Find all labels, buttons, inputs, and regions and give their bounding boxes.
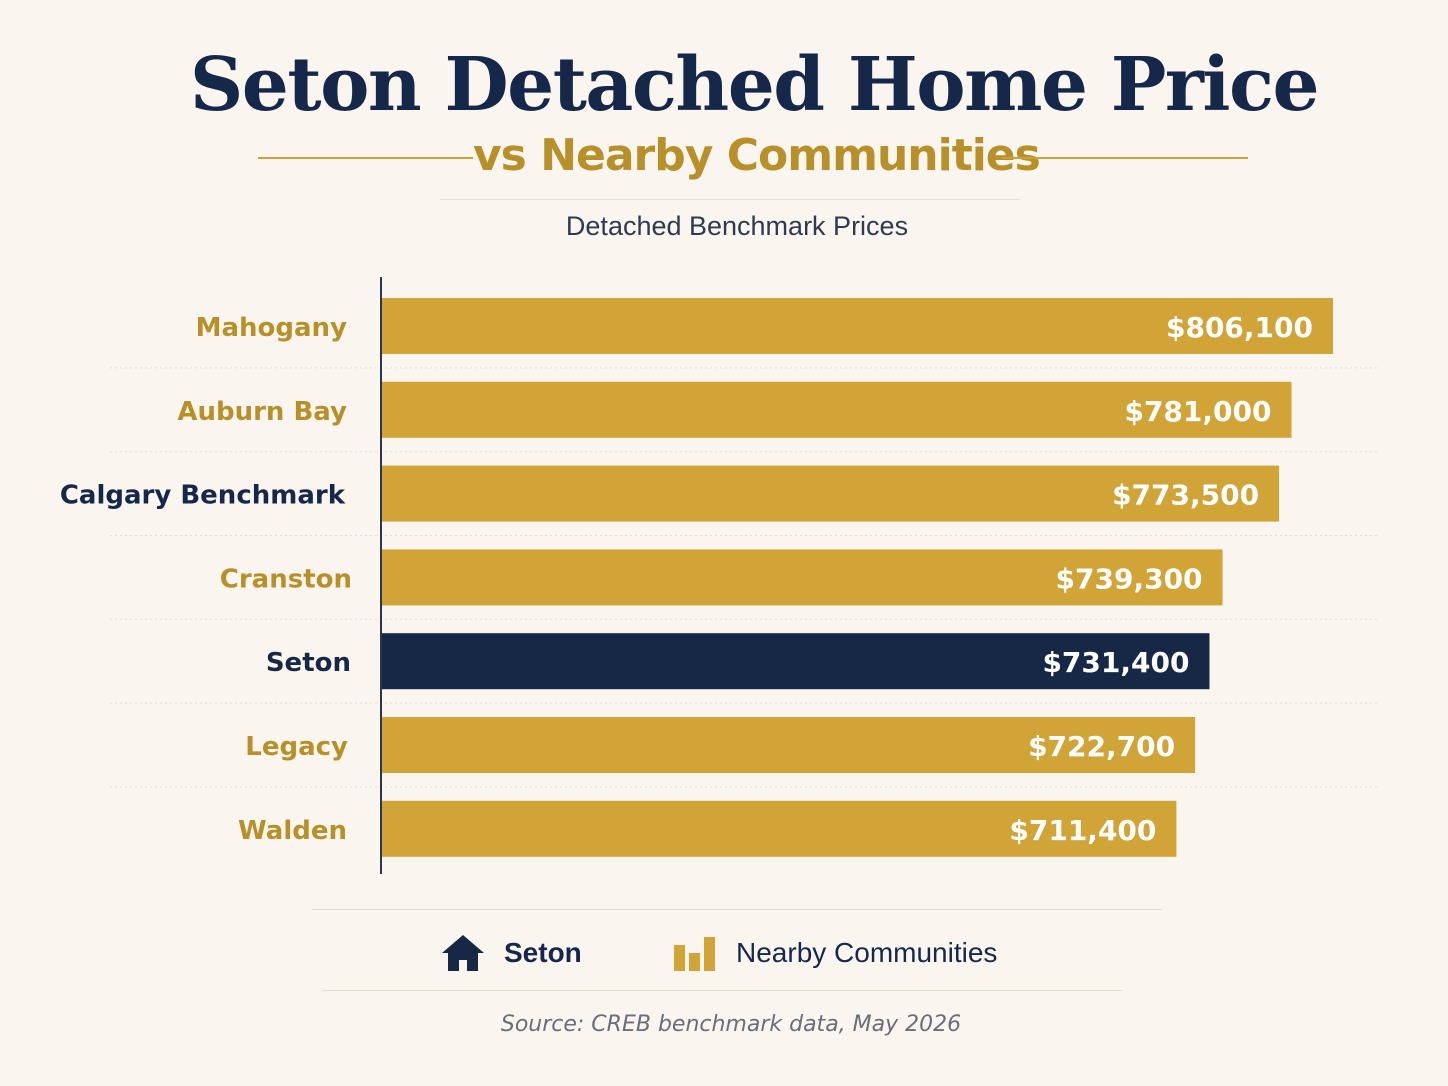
legend-label-nearby: Nearby Communities <box>736 937 998 968</box>
legend-divider-bottom <box>322 990 1122 991</box>
category-label-auburn-bay: Auburn Bay <box>177 397 347 427</box>
house-icon <box>442 935 484 971</box>
divider <box>440 199 1020 200</box>
category-label-walden: Walden <box>238 816 347 846</box>
category-label-cranston: Cranston <box>220 564 352 594</box>
legend-item-seton: Seton <box>440 925 582 981</box>
bar-chart-icon <box>674 937 715 971</box>
legend-label-seton: Seton <box>504 937 582 968</box>
value-label-calgary-benchmark: $773,500 <box>1112 479 1259 512</box>
subtitle-row: vs Nearby Communities <box>258 126 1248 188</box>
bar-mahogany <box>382 298 1333 354</box>
category-label-seton: Seton <box>266 648 351 678</box>
page-subtitle: vs Nearby Communities <box>473 130 1041 181</box>
bar-legacy <box>382 717 1196 773</box>
subtitle-rule-right <box>1002 157 1248 159</box>
value-label-cranston: $739,300 <box>1056 562 1203 595</box>
bar-seton <box>382 633 1210 690</box>
value-label-mahogany: $806,100 <box>1166 311 1313 344</box>
bar-calgary-benchmark <box>382 465 1280 522</box>
bar-chart: Mahogany $806,100 Auburn Bay $781,000 Calgar… <box>60 277 1380 874</box>
source-note: Source: CREB benchmark data, May 2026 <box>500 1012 962 1037</box>
value-label-seton: $731,400 <box>1042 646 1189 679</box>
bar-auburn-bay <box>382 381 1292 438</box>
category-label-calgary-benchmark: Calgary Benchmark <box>60 481 346 511</box>
value-label-legacy: $722,700 <box>1028 730 1175 763</box>
category-label-mahogany: Mahogany <box>196 313 347 343</box>
legend: Seton Nearby Communities <box>0 925 1448 981</box>
bar-walden <box>382 800 1177 857</box>
bar-cranston <box>382 549 1223 606</box>
subtitle-rule-left <box>258 157 473 159</box>
legend-divider-top <box>312 909 1162 910</box>
category-label-legacy: Legacy <box>245 732 348 762</box>
chart-title: Detached Benchmark Prices <box>565 211 909 241</box>
page-title: Seton Detached Home Price <box>189 42 1320 128</box>
legend-item-nearby: Nearby Communities <box>674 925 997 981</box>
value-label-auburn-bay: $781,000 <box>1124 395 1271 428</box>
value-label-walden: $711,400 <box>1009 814 1156 847</box>
